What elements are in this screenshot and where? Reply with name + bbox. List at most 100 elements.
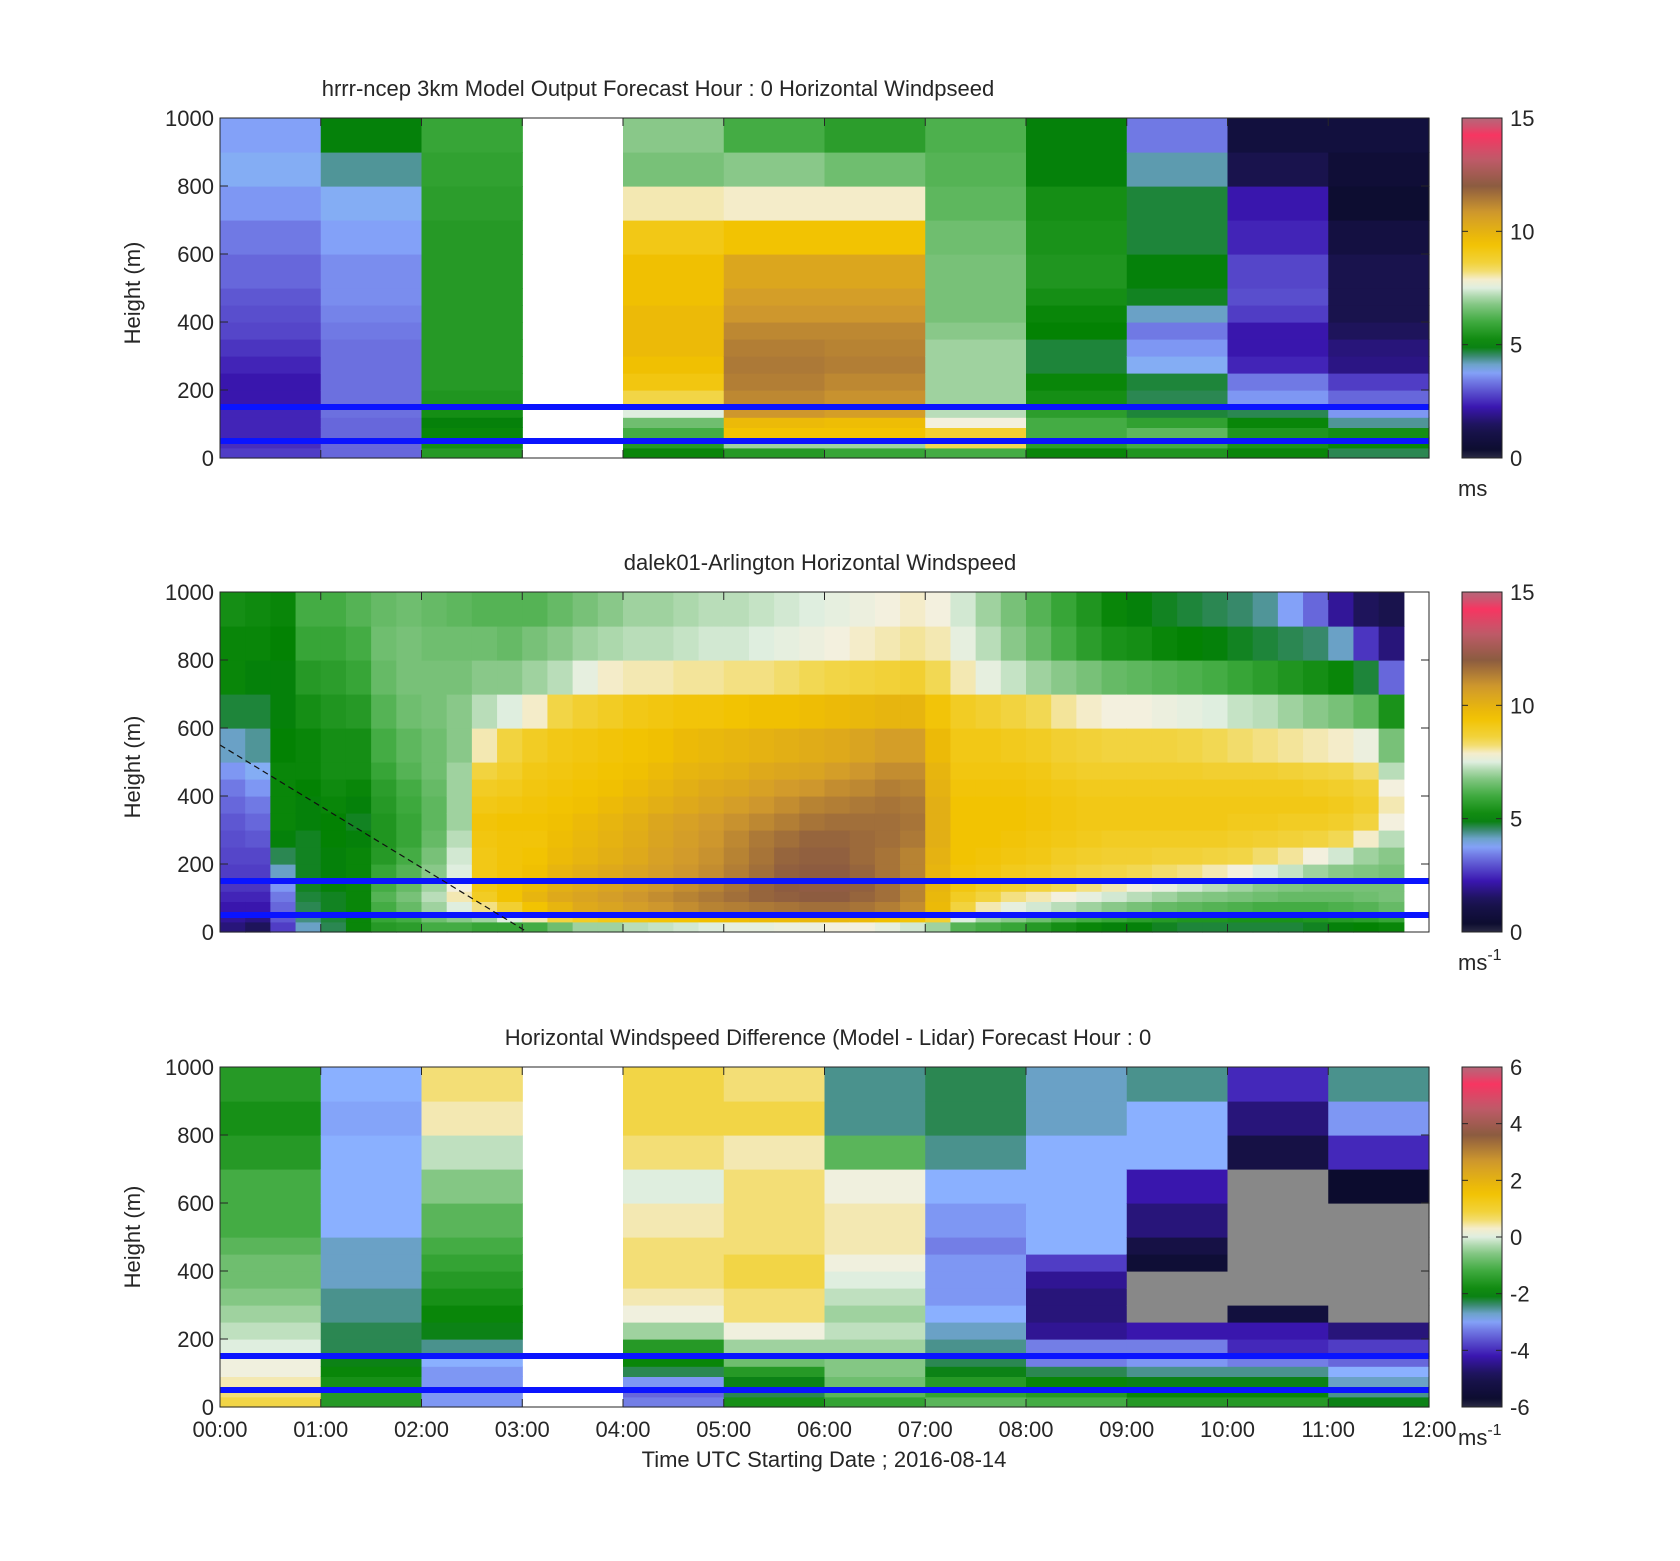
- heatmap-cell: [1252, 830, 1279, 848]
- heatmap-cell: [925, 339, 1027, 357]
- y-tick-label: 400: [177, 1259, 214, 1284]
- heatmap-cell: [1227, 1366, 1329, 1377]
- heatmap-cell: [1026, 220, 1128, 255]
- heatmap-cell: [824, 1339, 926, 1357]
- heatmap-cell: [446, 660, 473, 695]
- heatmap-cell: [950, 762, 977, 780]
- heatmap-cell: [698, 660, 725, 695]
- heatmap-cell: [1026, 305, 1128, 323]
- heatmap-cell: [1328, 864, 1355, 882]
- heatmap-cell: [547, 881, 574, 892]
- heatmap-cell: [648, 779, 674, 797]
- heatmap-cell: [774, 881, 800, 892]
- heatmap-cell: [421, 1254, 523, 1272]
- y-tick-label: 800: [177, 648, 214, 673]
- heatmap-cell: [1026, 1067, 1128, 1102]
- heatmap-cell: [824, 1169, 926, 1204]
- heatmap-cell: [623, 1396, 725, 1408]
- heatmap-cell: [623, 694, 649, 729]
- heatmap-cell: [1328, 1271, 1430, 1289]
- heatmap-cell: [1353, 901, 1380, 913]
- heatmap-cell: [824, 1288, 926, 1306]
- heatmap-cell: [1353, 881, 1380, 892]
- heatmap-cell: [497, 762, 523, 780]
- heatmap-cell: [245, 694, 271, 729]
- heatmap-cell: [1151, 626, 1178, 661]
- heatmap-cell: [673, 660, 700, 695]
- heatmap-cell: [1026, 373, 1128, 391]
- heatmap-cell: [1277, 762, 1304, 780]
- heatmap-cell: [1177, 796, 1203, 814]
- heatmap-cell: [900, 694, 926, 729]
- heatmap-cell: [1328, 390, 1430, 408]
- heatmap-cell: [623, 626, 649, 661]
- heatmap-cell: [497, 779, 523, 797]
- heatmap-cell: [1177, 901, 1203, 913]
- heatmap-cell: [497, 813, 523, 831]
- heatmap-cell: [1151, 901, 1178, 913]
- x-tick-label: 07:00: [898, 1417, 953, 1442]
- heatmap-cell: [673, 762, 700, 780]
- heatmap-cell: [421, 694, 448, 729]
- heatmap-cell: [446, 779, 473, 797]
- heatmap-cell: [1126, 1101, 1229, 1136]
- heatmap-cell: [1051, 813, 1077, 831]
- heatmap-cell: [1177, 864, 1203, 882]
- heatmap-cell: [1202, 728, 1229, 763]
- heatmap-cell: [572, 796, 599, 814]
- heatmap-cell: [623, 796, 649, 814]
- heatmap-cell: [925, 305, 1027, 323]
- heatmap-cell: [849, 660, 876, 695]
- heatmap-cell: [748, 830, 775, 848]
- heatmap-cell: [723, 220, 826, 255]
- heatmap-cell: [421, 1322, 523, 1340]
- heatmap-cell: [975, 694, 1002, 729]
- heatmap-cell: [497, 847, 523, 865]
- heatmap-cell: [1076, 796, 1103, 814]
- heatmap-cell: [1227, 322, 1329, 340]
- heatmap-cell: [497, 891, 523, 902]
- heatmap-cell: [723, 626, 750, 661]
- heatmap-cell: [547, 891, 574, 902]
- heatmap-cell: [597, 864, 624, 882]
- heatmap-cell: [824, 390, 926, 408]
- heatmap-cell: [723, 1135, 826, 1170]
- heatmap-cell: [950, 796, 977, 814]
- heatmap-cell: [1328, 1237, 1430, 1255]
- heatmap-cell: [1126, 186, 1229, 221]
- heatmap-cell: [723, 339, 826, 357]
- heatmap-cell: [950, 660, 977, 695]
- heatmap-cell: [320, 592, 347, 627]
- heatmap-cell: [623, 305, 725, 323]
- heatmap-cell: [572, 830, 599, 848]
- heatmap-cell: [1303, 694, 1329, 729]
- heatmap-cell: [396, 847, 423, 865]
- heatmap-cell: [1202, 901, 1229, 913]
- heatmap-cell: [220, 118, 322, 153]
- heatmap-cell: [723, 186, 826, 221]
- heatmap-cell: [925, 592, 952, 627]
- heatmap-cell: [396, 796, 423, 814]
- y-tick-label: 600: [177, 242, 214, 267]
- heatmap-cell: [1000, 901, 1027, 913]
- heatmap-cell: [1328, 447, 1430, 459]
- heatmap-cell: [1353, 762, 1380, 780]
- heatmap-cell: [597, 901, 624, 913]
- heatmap-cell: [1126, 254, 1229, 289]
- heatmap-cell: [572, 921, 599, 933]
- heatmap-cell: [900, 921, 926, 933]
- heatmap-cell: [1227, 288, 1329, 306]
- heatmap-cell: [295, 847, 322, 865]
- colorbar-tick-label: -2: [1510, 1282, 1530, 1307]
- heatmap-cell: [1378, 779, 1405, 797]
- heatmap-cell: [1328, 1254, 1430, 1272]
- heatmap-cell: [345, 796, 372, 814]
- heatmap-cell: [1202, 694, 1229, 729]
- heatmap-cell: [950, 881, 977, 892]
- heatmap-cell: [1227, 921, 1254, 933]
- heatmap-cell: [799, 864, 826, 882]
- heatmap-cell: [597, 728, 624, 763]
- heatmap-cell: [1202, 660, 1229, 695]
- heatmap-cell: [547, 864, 574, 882]
- heatmap-cell: [572, 728, 599, 763]
